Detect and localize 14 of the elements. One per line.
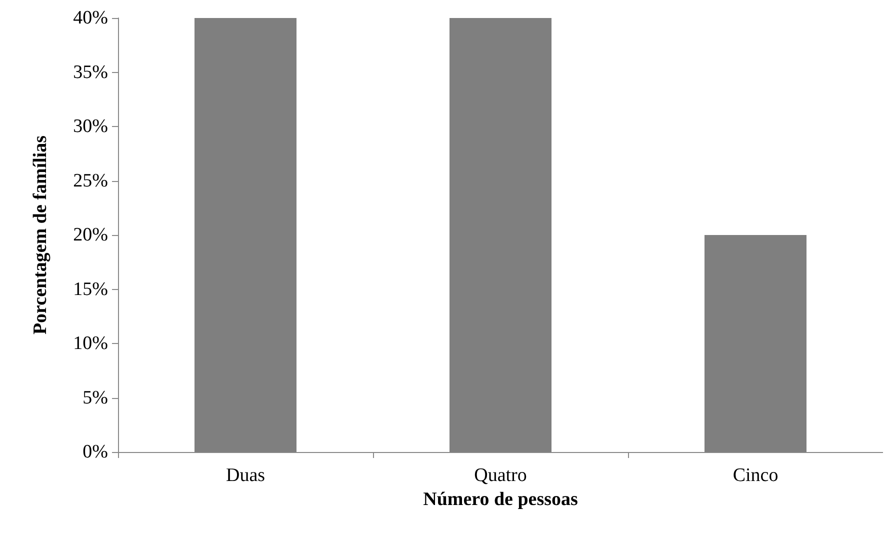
y-tick-label: 0%	[82, 442, 108, 462]
y-tick-label: 5%	[82, 387, 108, 408]
x-tick-label: Duas	[226, 465, 266, 486]
x-tick-label: Quatro	[474, 465, 527, 486]
y-tick-label: 10%	[73, 333, 108, 354]
y-tick-label: 30%	[73, 116, 108, 137]
y-tick-label: 40%	[73, 8, 108, 28]
y-tick-label: 20%	[73, 224, 108, 246]
y-tick-label: 35%	[73, 62, 108, 83]
y-tick-label: 15%	[73, 278, 108, 300]
x-axis-title: Número de pessoas	[423, 488, 578, 510]
y-axis-title: Porcentagem de famílias	[30, 135, 51, 335]
x-tick-label: Cinco	[732, 465, 778, 486]
y-tick-label: 25%	[73, 170, 108, 192]
